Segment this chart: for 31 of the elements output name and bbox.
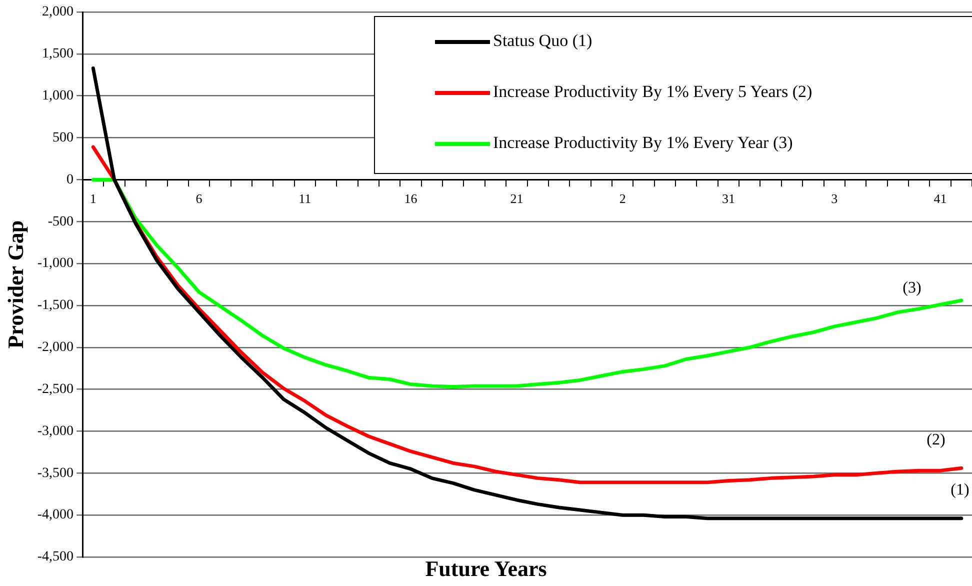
x-tick-label: 6 [196,190,203,206]
y-tick-label: 0 [66,172,74,188]
x-tick-label: 2 [619,190,626,206]
x-tick-label: 3 [831,190,838,206]
legend-label: Increase Productivity By 1% Every Year (3) [493,133,793,152]
x-tick-label: 1 [90,190,96,206]
annotation: (1) [950,481,970,498]
x-axis-title: Future Years [425,556,547,581]
legend-label: Status Quo (1) [493,31,592,50]
y-tick-label: 2,000 [42,4,74,20]
y-tick-label: -4,000 [37,508,74,523]
y-tick-label: 1,000 [42,88,74,104]
x-tick-label: 31 [722,190,735,206]
x-tick-label: 16 [404,190,418,206]
y-tick-label: -500 [48,214,74,230]
annotation: (2) [926,431,946,448]
y-tick-label: -2,500 [37,382,74,397]
y-tick-label: -3,500 [37,466,74,481]
y-tick-label: -2,000 [37,340,74,356]
x-tick-label: 11 [298,190,312,206]
y-tick-label: 1,500 [42,46,74,62]
y-tick-label: -1,000 [37,256,74,272]
x-tick-label: 41 [934,190,947,206]
y-tick-label: 500 [52,130,74,146]
y-axis-title: Provider Gap [2,220,28,349]
annotation: (3) [902,280,922,297]
y-tick-label: -1,500 [37,298,74,314]
x-tick-label: 21 [510,190,524,206]
legend-label: Increase Productivity By 1% Every 5 Years (2) [493,82,812,101]
y-tick-label: -4,500 [37,550,74,565]
y-tick-label: -3,000 [37,424,74,439]
